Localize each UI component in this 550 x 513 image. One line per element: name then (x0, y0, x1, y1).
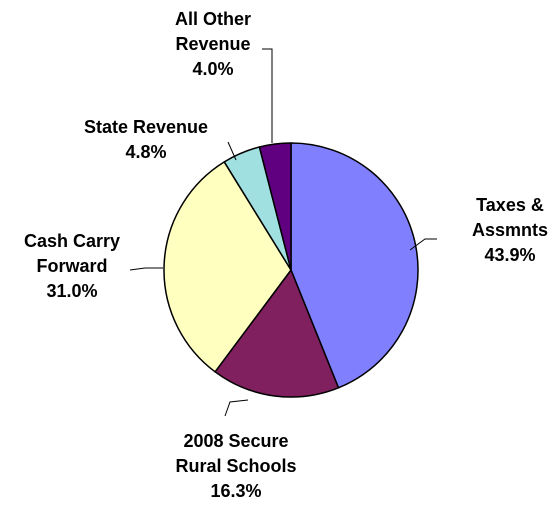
slice-label-5: All Other Revenue 4.0% (175, 9, 251, 79)
leader-line-3 (129, 267, 163, 271)
pie-slice-3 (163, 161, 292, 373)
leader-line-1 (409, 238, 437, 251)
slice-name-line: All Other (175, 9, 251, 29)
leader-lines (129, 48, 437, 417)
slice-name-line: Taxes & (476, 195, 544, 215)
slice-name-line: 2008 Secure (183, 431, 288, 451)
pie-slices (163, 142, 419, 398)
slice-value-label: 16.3% (210, 481, 261, 501)
slice-label-2: 2008 Secure Rural Schools 16.3% (175, 431, 296, 501)
slice-name-line: Revenue (175, 34, 250, 54)
leader-line-5 (262, 48, 273, 143)
slice-value-label: 31.0% (46, 281, 97, 301)
slice-label-1: Taxes & Assmnts 43.9% (472, 195, 548, 265)
pie-slice-5 (258, 142, 292, 271)
slice-name-line: Rural Schools (175, 456, 296, 476)
slice-value-label: 43.9% (484, 245, 535, 265)
slice-name-line: Forward (36, 256, 107, 276)
slice-value-label: 4.0% (192, 59, 233, 79)
slice-label-3: Cash Carry Forward 31.0% (24, 231, 120, 301)
slice-name-line: State Revenue (84, 117, 208, 137)
pie-slice-2 (214, 269, 340, 398)
leader-line-2 (224, 399, 249, 417)
slice-value-label: 4.8% (125, 142, 166, 162)
leader-line-4 (227, 141, 237, 161)
slice-labels: Taxes & Assmnts 43.9% 2008 Secure Rural Scho… (24, 9, 548, 501)
slice-name-line: Assmnts (472, 220, 548, 240)
slice-label-4: State Revenue 4.8% (84, 117, 208, 162)
slice-name-line: Cash Carry (24, 231, 120, 251)
